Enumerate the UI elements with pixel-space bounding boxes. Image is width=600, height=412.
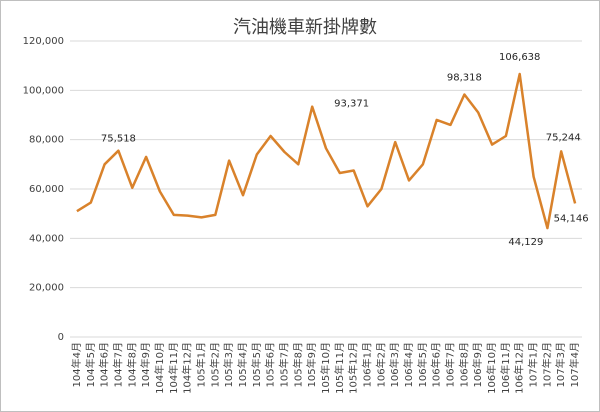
chart-title: 汽油機車新掛牌數 bbox=[233, 17, 377, 38]
x-tick-label: 106年2月 bbox=[374, 342, 387, 387]
x-tick-label: 105年6月 bbox=[264, 342, 277, 387]
x-tick-label: 104年10月 bbox=[153, 342, 166, 394]
x-tick-label: 106年11月 bbox=[499, 342, 512, 394]
x-tick-label: 107年3月 bbox=[554, 342, 567, 387]
y-tick-label: 20,000 bbox=[29, 283, 64, 294]
x-tick-label: 106年5月 bbox=[416, 342, 429, 387]
data-label: 44,129 bbox=[508, 237, 543, 248]
data-label: 93,371 bbox=[334, 99, 369, 110]
x-tick-label: 104年11月 bbox=[167, 342, 180, 394]
x-tick-label: 107年4月 bbox=[568, 342, 581, 387]
x-tick-label: 105年12月 bbox=[347, 342, 360, 394]
x-tick-label: 106年9月 bbox=[471, 342, 484, 387]
x-tick-label: 104年4月 bbox=[70, 342, 83, 387]
x-tick-label: 105年3月 bbox=[222, 342, 235, 387]
data-label: 75,244 bbox=[546, 132, 581, 143]
data-label: 75,518 bbox=[101, 134, 136, 145]
x-tick-label: 105年4月 bbox=[236, 342, 249, 387]
x-tick-label: 105年8月 bbox=[291, 342, 304, 387]
y-tick-label: 120,000 bbox=[23, 36, 64, 47]
x-tick-label: 105年2月 bbox=[208, 342, 221, 387]
y-tick-label: 40,000 bbox=[29, 233, 64, 244]
data-label: 98,318 bbox=[447, 72, 482, 83]
x-tick-label: 107年2月 bbox=[540, 342, 553, 387]
x-tick-label: 105年5月 bbox=[250, 342, 263, 387]
y-tick-label: 60,000 bbox=[29, 184, 64, 195]
x-tick-label: 107年1月 bbox=[527, 342, 540, 387]
y-tick-label: 100,000 bbox=[23, 85, 64, 96]
x-tick-label: 106年12月 bbox=[513, 342, 526, 394]
x-tick-label: 105年9月 bbox=[305, 342, 318, 387]
x-tick-label: 104年9月 bbox=[139, 342, 152, 387]
data-label: 54,146 bbox=[554, 213, 589, 224]
x-tick-label: 104年5月 bbox=[84, 342, 97, 387]
x-tick-label: 106年4月 bbox=[402, 342, 415, 387]
x-tick-label: 104年12月 bbox=[181, 342, 194, 394]
x-tick-label: 106年1月 bbox=[361, 342, 374, 387]
y-tick-label: 0 bbox=[58, 332, 64, 343]
x-tick-label: 106年10月 bbox=[485, 342, 498, 394]
x-tick-label: 104年6月 bbox=[98, 342, 111, 387]
x-tick-label: 105年10月 bbox=[319, 342, 332, 394]
x-tick-label: 106年3月 bbox=[388, 342, 401, 387]
x-tick-label: 105年11月 bbox=[333, 342, 346, 394]
x-tick-label: 106年6月 bbox=[430, 342, 443, 387]
x-tick-label: 104年7月 bbox=[111, 342, 124, 387]
x-tick-label: 104年8月 bbox=[125, 342, 138, 387]
x-tick-label: 106年7月 bbox=[444, 342, 457, 387]
x-tick-label: 105年1月 bbox=[194, 342, 207, 387]
data-label: 106,638 bbox=[499, 52, 540, 63]
x-tick-label: 105年7月 bbox=[277, 342, 290, 387]
x-tick-label: 106年8月 bbox=[457, 342, 470, 387]
line bbox=[76, 72, 577, 230]
y-tick-label: 80,000 bbox=[29, 135, 64, 146]
